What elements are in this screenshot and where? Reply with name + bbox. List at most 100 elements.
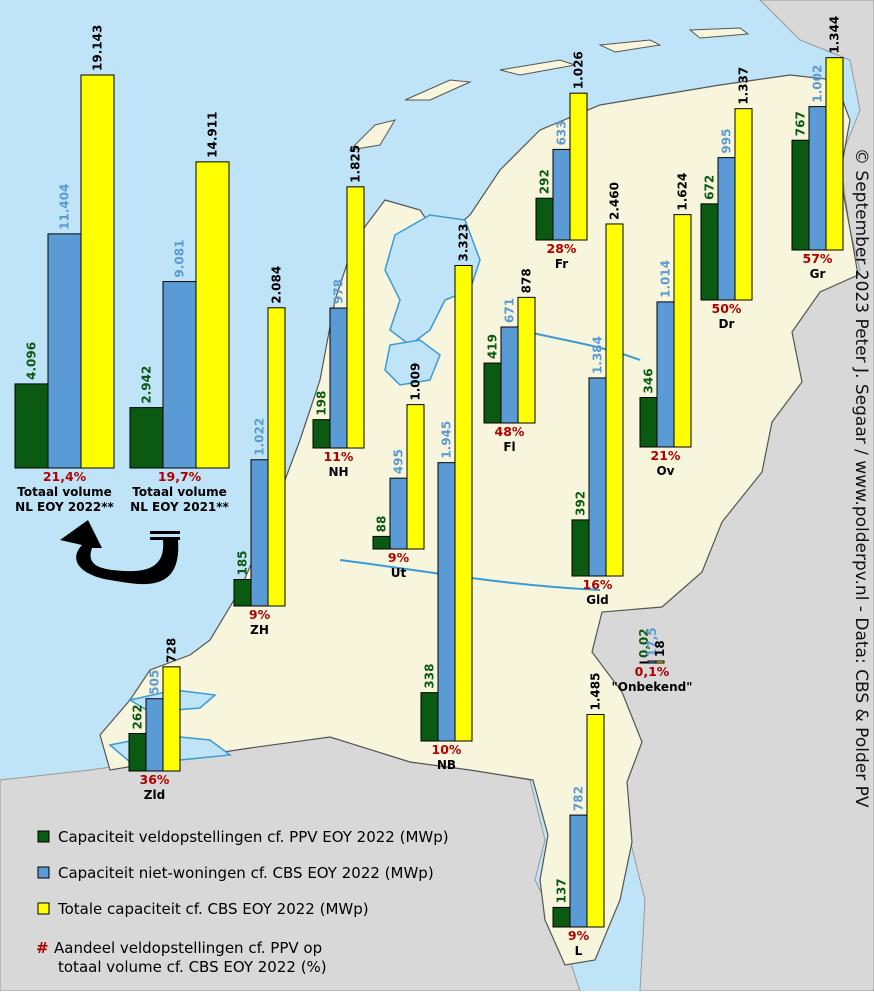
bar-Ut-totaal <box>406 404 425 550</box>
data-label-onbekend-totaal: 18 <box>653 640 667 657</box>
bar-Zld-veld <box>128 733 147 772</box>
bar-nl2021-totaal <box>195 161 230 469</box>
data-label-Fl-nietwoningen: 671 <box>503 298 517 323</box>
bar-ZH-veld <box>233 579 252 607</box>
bar-Gr-totaal <box>825 57 844 251</box>
bar-L-totaal <box>586 713 605 928</box>
data-label-nl2021-totaal: 14.911 <box>206 112 220 158</box>
share-label-Fr: 28% <box>547 241 577 256</box>
bar-Fr-veld <box>535 197 554 241</box>
data-label-Gld-totaal: 2.460 <box>608 182 622 220</box>
bar-onbekend-totaal <box>655 660 665 664</box>
bar-Fl-nietwoningen <box>500 326 519 424</box>
data-label-Ov-nietwoningen: 1.014 <box>659 260 673 298</box>
data-label-Ut-veld: 88 <box>375 516 389 533</box>
bar-NB-nietwoningen <box>437 462 456 742</box>
bar-ZH-totaal <box>267 307 286 607</box>
markermeer-water <box>384 339 441 386</box>
share-label-L: 9% <box>568 928 590 943</box>
group-name-Fr: Fr <box>555 257 568 271</box>
share-label-Ov: 21% <box>651 448 681 463</box>
legend-swatch-nietwoningen <box>37 866 50 879</box>
bar-NB-totaal <box>454 264 473 742</box>
data-label-nl2022-veld: 4.096 <box>25 342 39 380</box>
share-label-ZH: 9% <box>249 607 271 622</box>
bar-Ov-nietwoningen <box>656 301 675 448</box>
legend: Capaciteit veldopstellingen cf. PPV EOY … <box>36 828 449 976</box>
bar-Gld-totaal <box>605 223 624 577</box>
bar-onbekend-veld <box>639 661 649 664</box>
share-label-Zld: 36% <box>140 772 170 787</box>
group-name-NH: NH <box>328 465 348 479</box>
group-name-Ut: Ut <box>391 566 407 580</box>
bar-Gld-nietwoningen <box>588 377 607 577</box>
bar-Dr-veld <box>700 203 719 301</box>
group-name-L: L <box>575 944 583 958</box>
data-label-Gld-veld: 392 <box>574 491 588 516</box>
arrow-tail-stripe <box>150 531 180 534</box>
bar-NB-veld <box>420 692 439 742</box>
data-label-Gr-nietwoningen: 1.002 <box>811 65 825 103</box>
legend-swatch-veld <box>37 830 50 843</box>
bar-NH-veld <box>312 419 331 449</box>
data-label-onbekend-nietwoningen: 17,5 <box>645 627 659 657</box>
bar-NH-totaal <box>346 186 365 449</box>
bar-group-NB: 338 1.945 3.323 10%NB <box>420 224 473 772</box>
bar-Ov-veld <box>639 396 658 448</box>
bar-Fl-veld <box>483 362 502 424</box>
data-label-NH-totaal: 1.825 <box>349 145 363 183</box>
credit-text: © September 2023 Peter J. Segaar / www.p… <box>851 148 871 808</box>
data-label-nl2021-veld: 2.942 <box>140 366 154 404</box>
bar-group-Gld: 392 1.384 2.460 16%Gld <box>571 182 624 607</box>
legend-label-veld: Capaciteit veldopstellingen cf. PPV EOY … <box>58 828 449 846</box>
data-label-ZH-totaal: 2.084 <box>270 266 284 304</box>
group-name-Gr: Gr <box>810 267 826 281</box>
share-label-Gld: 16% <box>583 577 613 592</box>
data-label-NB-veld: 338 <box>423 664 437 689</box>
bar-nl2022-totaal <box>80 74 115 469</box>
wadden-island <box>499 59 576 76</box>
bar-Dr-totaal <box>734 108 753 301</box>
legend-share-marker: # <box>36 939 49 957</box>
curved-arrow-icon <box>60 520 179 585</box>
group-name-ZH: ZH <box>250 623 269 637</box>
data-label-NB-nietwoningen: 1.945 <box>440 421 454 459</box>
bar-Ut-veld <box>372 535 391 550</box>
data-label-Zld-totaal: 728 <box>165 638 179 663</box>
wadden-island <box>598 39 662 53</box>
bar-group-Dr: 672 995 1.337 50%Dr <box>700 67 753 331</box>
data-label-Dr-veld: 672 <box>703 175 717 200</box>
bar-Gr-nietwoningen <box>808 106 827 251</box>
share-label-Fl: 48% <box>495 424 525 439</box>
bar-group-Ov: 346 1.014 1.624 21%Ov <box>639 173 692 478</box>
data-label-Dr-totaal: 1.337 <box>737 67 751 105</box>
bar-nl2022-nietwoningen <box>47 233 82 469</box>
bar-group-NH: 198 978 1.825 11%NH <box>312 145 365 479</box>
bar-Dr-nietwoningen <box>717 157 736 301</box>
bar-L-nietwoningen <box>569 814 588 928</box>
bar-Fr-nietwoningen <box>552 148 571 241</box>
share-label-Dr: 50% <box>712 301 742 316</box>
data-label-Fr-veld: 292 <box>538 169 552 194</box>
share-label-Ut: 9% <box>388 550 410 565</box>
data-label-Dr-nietwoningen: 995 <box>720 129 734 154</box>
data-label-NH-nietwoningen: 978 <box>332 279 346 304</box>
legend-share-label: Aandeel veldopstellingen cf. PPV op <box>54 939 322 957</box>
bar-Ut-nietwoningen <box>389 477 408 550</box>
data-label-Ov-veld: 346 <box>642 368 656 393</box>
bar-L-veld <box>552 906 571 928</box>
data-label-ZH-nietwoningen: 1.022 <box>253 418 267 456</box>
bar-Zld-totaal <box>162 666 181 772</box>
bar-Fl-totaal <box>517 296 536 424</box>
bar-group-L: 137 782 1.485 9%L <box>552 673 605 958</box>
data-label-NH-veld: 198 <box>315 391 329 416</box>
wadden-island <box>688 27 750 39</box>
data-label-L-totaal: 1.485 <box>589 673 603 711</box>
bar-NH-nietwoningen <box>329 307 348 449</box>
data-label-onbekend-veld: 0,02 <box>637 628 651 658</box>
